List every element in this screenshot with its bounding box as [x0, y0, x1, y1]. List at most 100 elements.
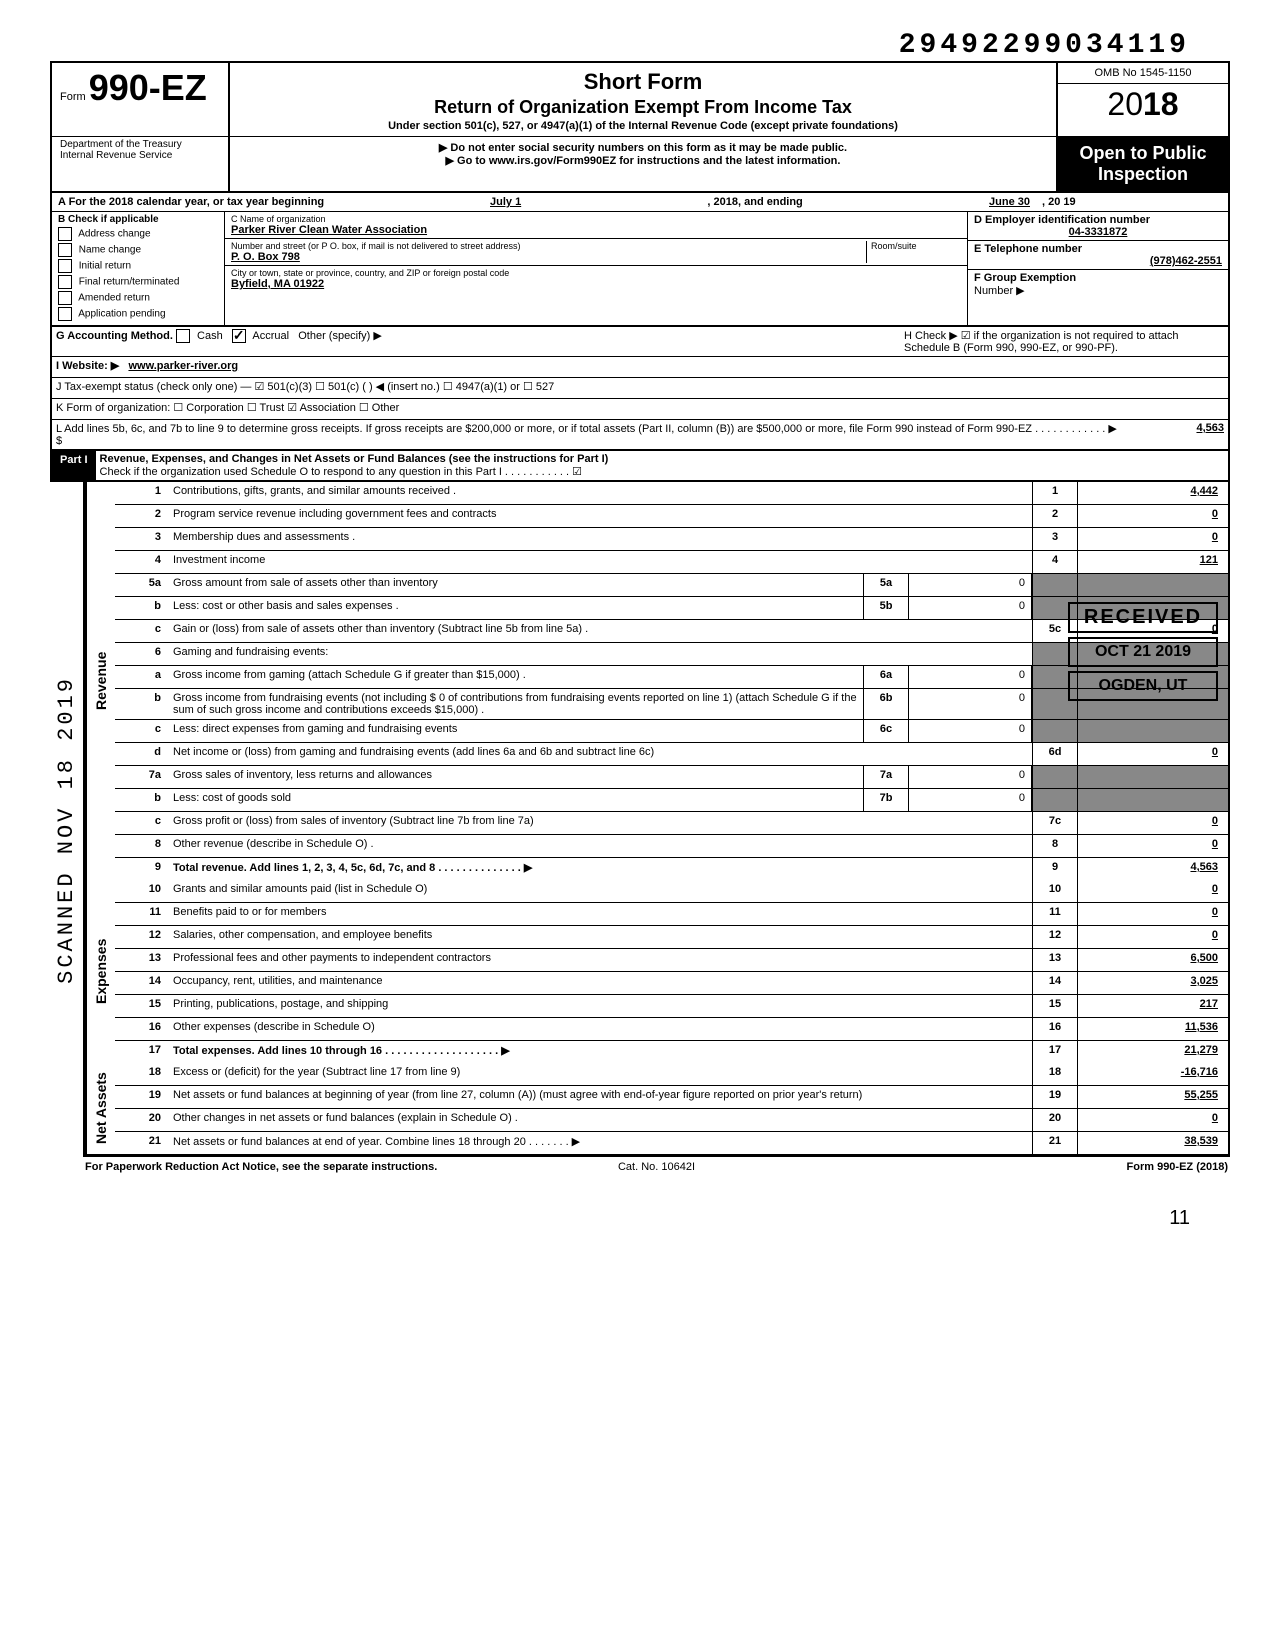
result-value: 0: [1077, 505, 1228, 527]
check-address-change[interactable]: [58, 227, 72, 241]
table-row: 16Other expenses (describe in Schedule O…: [115, 1018, 1228, 1041]
table-row: 13Professional fees and other payments t…: [115, 949, 1228, 972]
line-number: c: [115, 720, 167, 742]
shaded-cell: [1077, 766, 1228, 788]
page-number: 11: [50, 1177, 1230, 1240]
part-1-label: Part I: [52, 451, 96, 480]
line-number: 13: [115, 949, 167, 971]
accrual-checkbox[interactable]: [232, 329, 246, 343]
table-row: 6Gaming and fundraising events:: [115, 643, 1228, 666]
line-description: Total revenue. Add lines 1, 2, 3, 4, 5c,…: [167, 858, 1032, 880]
line-number: 8: [115, 835, 167, 857]
footer-left: For Paperwork Reduction Act Notice, see …: [85, 1161, 466, 1173]
check-initial-return[interactable]: [58, 259, 72, 273]
line-number: 6: [115, 643, 167, 665]
line-description: Less: cost or other basis and sales expe…: [167, 597, 863, 619]
cash-checkbox[interactable]: [176, 329, 190, 343]
check-application-pending[interactable]: [58, 307, 72, 321]
check-amended-return[interactable]: [58, 291, 72, 305]
table-row: 5aGross amount from sale of assets other…: [115, 574, 1228, 597]
line-description: Gross profit or (loss) from sales of inv…: [167, 812, 1032, 834]
line-l-value: 4,563: [1124, 422, 1224, 447]
line-description: Gross sales of inventory, less returns a…: [167, 766, 863, 788]
line-number: 9: [115, 858, 167, 880]
result-value: 121: [1077, 551, 1228, 573]
result-value: 4,442: [1077, 482, 1228, 504]
result-line-number: 8: [1032, 835, 1077, 857]
line-number: 4: [115, 551, 167, 573]
result-line-number: 13: [1032, 949, 1077, 971]
line-k: K Form of organization: ☐ Corporation ☐ …: [52, 399, 1228, 419]
line-description: Less: cost of goods sold: [167, 789, 863, 811]
table-row: bLess: cost or other basis and sales exp…: [115, 597, 1228, 620]
check-final-return-terminated[interactable]: [58, 275, 72, 289]
result-value: 38,539: [1077, 1132, 1228, 1154]
section-b-label: B Check if applicable: [58, 214, 218, 225]
line-description: Net assets or fund balances at end of ye…: [167, 1132, 1032, 1154]
result-value: 21,279: [1077, 1041, 1228, 1063]
line-number: b: [115, 689, 167, 719]
line-number: 15: [115, 995, 167, 1017]
line-description: Other changes in net assets or fund bala…: [167, 1109, 1032, 1131]
result-line-number: 18: [1032, 1063, 1077, 1085]
shaded-cell: [1077, 574, 1228, 596]
result-value: 55,255: [1077, 1086, 1228, 1108]
line-description: Contributions, gifts, grants, and simila…: [167, 482, 1032, 504]
result-value: 11,536: [1077, 1018, 1228, 1040]
line-description: Gross income from fundraising events (no…: [167, 689, 863, 719]
accrual-label: Accrual: [252, 330, 289, 342]
mini-box-label: 7a: [863, 766, 909, 788]
table-row: cLess: direct expenses from gaming and f…: [115, 720, 1228, 743]
line-description: Professional fees and other payments to …: [167, 949, 1032, 971]
result-value: 0: [1077, 1109, 1228, 1131]
table-row: aGross income from gaming (attach Schedu…: [115, 666, 1228, 689]
line-i-label: I Website: ▶: [56, 360, 119, 372]
footer-right: Form 990-EZ (2018): [847, 1161, 1228, 1173]
shaded-cell: [1032, 574, 1077, 596]
department-label: Department of the Treasury: [60, 139, 220, 150]
line-a-suffix: , 20 19: [1036, 193, 1228, 211]
shaded-cell: [1032, 720, 1077, 742]
line-description: Gain or (loss) from sale of assets other…: [167, 620, 1032, 642]
line-description: Net assets or fund balances at beginning…: [167, 1086, 1032, 1108]
check-label: Name change: [79, 245, 141, 256]
line-description: Gaming and fundraising events:: [167, 643, 1032, 665]
mini-box-label: 5a: [863, 574, 909, 596]
line-description: Less: direct expenses from gaming and fu…: [167, 720, 863, 742]
year-bold: 18: [1143, 86, 1179, 122]
table-row: dNet income or (loss) from gaming and fu…: [115, 743, 1228, 766]
result-line-number: 15: [1032, 995, 1077, 1017]
result-line-number: 7c: [1032, 812, 1077, 834]
check-name-change[interactable]: [58, 243, 72, 257]
line-description: Other revenue (describe in Schedule O) .: [167, 835, 1032, 857]
room-label: Room/suite: [871, 241, 961, 251]
table-row: bGross income from fundraising events (n…: [115, 689, 1228, 720]
result-line-number: 4: [1032, 551, 1077, 573]
result-line-number: 12: [1032, 926, 1077, 948]
received-date: OCT 21 2019: [1068, 637, 1218, 667]
section-f-label: F Group Exemption: [974, 272, 1222, 284]
received-stamp: RECEIVED: [1068, 602, 1218, 633]
line-description: Benefits paid to or for members: [167, 903, 1032, 925]
result-line-number: 14: [1032, 972, 1077, 994]
result-value: 4,563: [1077, 858, 1228, 880]
form-header: Form 990-EZ Short Form Return of Organiz…: [50, 61, 1230, 136]
shaded-cell: [1077, 789, 1228, 811]
netassets-side-label: Net Assets: [85, 1063, 115, 1154]
line-number: 2: [115, 505, 167, 527]
line-a-mid: , 2018, and ending: [527, 193, 983, 211]
mini-box-label: 6a: [863, 666, 909, 688]
line-number: c: [115, 812, 167, 834]
mini-box-label: 6c: [863, 720, 909, 742]
line-number: 7a: [115, 766, 167, 788]
tax-year-begin: July 1: [484, 193, 527, 211]
result-value: 217: [1077, 995, 1228, 1017]
line-number: 3: [115, 528, 167, 550]
mini-box-label: 5b: [863, 597, 909, 619]
result-value: 0: [1077, 812, 1228, 834]
website: www.parker-river.org: [128, 360, 238, 372]
table-row: 19Net assets or fund balances at beginni…: [115, 1086, 1228, 1109]
footer-center: Cat. No. 10642I: [466, 1161, 847, 1173]
table-row: 15Printing, publications, postage, and s…: [115, 995, 1228, 1018]
mini-box-value: 0: [909, 666, 1032, 688]
